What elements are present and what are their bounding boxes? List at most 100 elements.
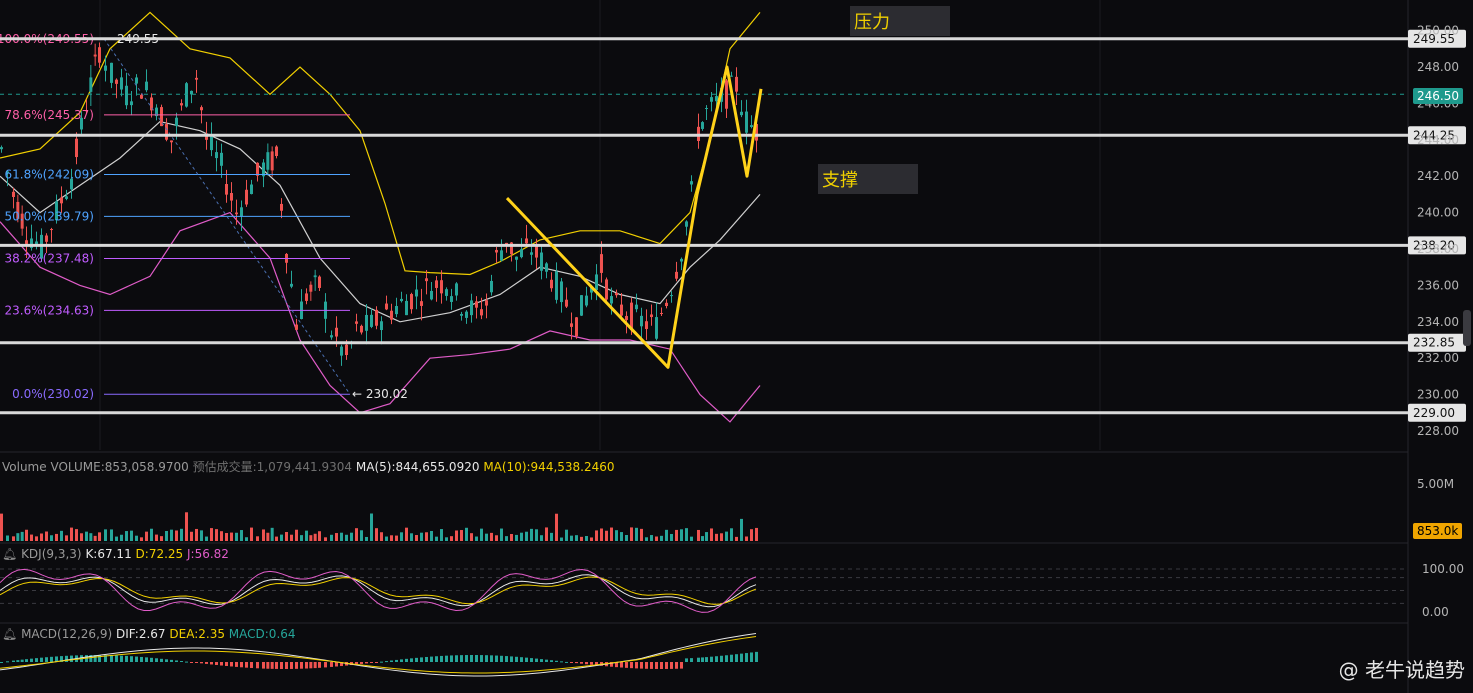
- candle-body: [515, 256, 518, 260]
- candle-body: [595, 274, 598, 291]
- volume-bar: [750, 529, 753, 541]
- kdj-j: J:56.82: [187, 547, 229, 561]
- volume-bar: [340, 532, 343, 541]
- volume-bar: [701, 536, 704, 541]
- candle-body: [455, 283, 458, 296]
- volume-bar: [735, 536, 738, 541]
- macd-bar: [340, 662, 343, 667]
- candle-body: [730, 75, 733, 77]
- candle-body: [460, 313, 463, 316]
- macd-bar: [735, 654, 738, 662]
- candle-body: [580, 295, 583, 316]
- candle-body: [195, 77, 198, 80]
- macd-bar: [415, 657, 418, 662]
- macd-bar: [430, 656, 433, 662]
- macd-bell-icon[interactable]: 🔔︎: [2, 627, 18, 641]
- volume-bar: [410, 533, 413, 541]
- level-label: 249.55: [1413, 32, 1455, 46]
- fib-label: 50.0%(239.79): [5, 209, 94, 223]
- level-label: 244.25: [1413, 128, 1455, 142]
- volume-bar: [318, 531, 321, 541]
- candle-body: [45, 235, 48, 242]
- macd-bar: [230, 662, 233, 667]
- volume-bar: [180, 528, 183, 541]
- macd-bar: [680, 662, 683, 669]
- macd-bar: [750, 652, 753, 662]
- fib-label: 0.0%(230.02): [12, 387, 94, 401]
- volume-bar: [685, 528, 688, 541]
- macd-bar: [745, 653, 748, 662]
- price-scale-handle[interactable]: [1463, 310, 1471, 346]
- macd-bar: [740, 653, 743, 662]
- candle-body: [650, 314, 653, 318]
- candle-body: [185, 83, 188, 107]
- candle-body: [270, 151, 274, 171]
- macd-value: MACD:0.64: [228, 627, 296, 641]
- macd-bar: [505, 656, 508, 662]
- candle-body: [540, 252, 543, 271]
- macd-bar: [470, 655, 473, 662]
- macd-bar: [455, 655, 458, 662]
- macd-bar: [685, 658, 688, 662]
- candle-body: [740, 111, 743, 116]
- volume-bar: [235, 532, 238, 541]
- candle-body: [625, 315, 628, 320]
- volume-bar: [445, 537, 448, 541]
- volume-bar: [425, 532, 428, 541]
- candle-body: [256, 162, 259, 176]
- macd-bar: [480, 655, 483, 662]
- candle-body: [715, 96, 718, 102]
- candle-body: [165, 124, 168, 140]
- macd-bar: [40, 657, 43, 662]
- volume-bar: [266, 532, 270, 541]
- candle-body: [12, 191, 15, 197]
- candle-body: [565, 299, 568, 307]
- volume-bar: [715, 533, 718, 541]
- macd-bar: [625, 662, 628, 668]
- candle-body: [750, 125, 753, 127]
- volume-bar: [285, 531, 288, 541]
- volume-bar: [225, 533, 228, 541]
- candle-body: [35, 241, 38, 246]
- resistance-annotation[interactable]: 压力: [850, 6, 950, 36]
- volume-bar: [80, 533, 83, 541]
- volume-bar: [720, 533, 723, 541]
- volume-bar: [575, 535, 578, 541]
- macd-bar: [590, 662, 593, 665]
- candle-body: [104, 65, 107, 71]
- kdj-bell-icon[interactable]: 🔔︎: [2, 547, 18, 561]
- macd-bar: [420, 657, 423, 662]
- volume-bar: [615, 530, 618, 541]
- macd-bar: [262, 662, 265, 669]
- macd-bar: [60, 656, 63, 662]
- level-tag: [1408, 236, 1466, 255]
- volume-bar: [515, 534, 518, 541]
- volume-bar: [185, 512, 188, 541]
- volume-bar: [309, 535, 313, 541]
- macd-bar: [98, 655, 101, 662]
- macd-bar: [225, 662, 228, 667]
- volume-bar: [195, 528, 198, 541]
- volume-bar: [40, 533, 43, 541]
- macd-bar: [610, 662, 613, 667]
- price-tick-label: 234.00: [1417, 315, 1459, 329]
- volume-bar: [313, 533, 317, 541]
- macd-bar: [65, 655, 68, 662]
- volume-bar: [93, 535, 97, 541]
- macd-bar: [45, 657, 48, 662]
- macd-bar: [510, 656, 513, 662]
- support-annotation[interactable]: 支撑: [818, 164, 918, 194]
- volume-bar: [300, 535, 303, 541]
- candle-body: [675, 271, 678, 279]
- kdj-lines: 100.00 0.00: [0, 562, 1464, 619]
- candle-body: [550, 279, 553, 289]
- volume-bar: [55, 533, 58, 541]
- price-tick-label: 248.00: [1417, 60, 1459, 74]
- candle-body: [610, 296, 613, 304]
- macd-bar: [313, 662, 317, 669]
- candle-body: [275, 146, 278, 157]
- candle-body: [555, 271, 558, 300]
- kdj-j-line: [0, 568, 757, 613]
- macd-bar: [580, 662, 583, 664]
- volume-bar: [104, 529, 107, 541]
